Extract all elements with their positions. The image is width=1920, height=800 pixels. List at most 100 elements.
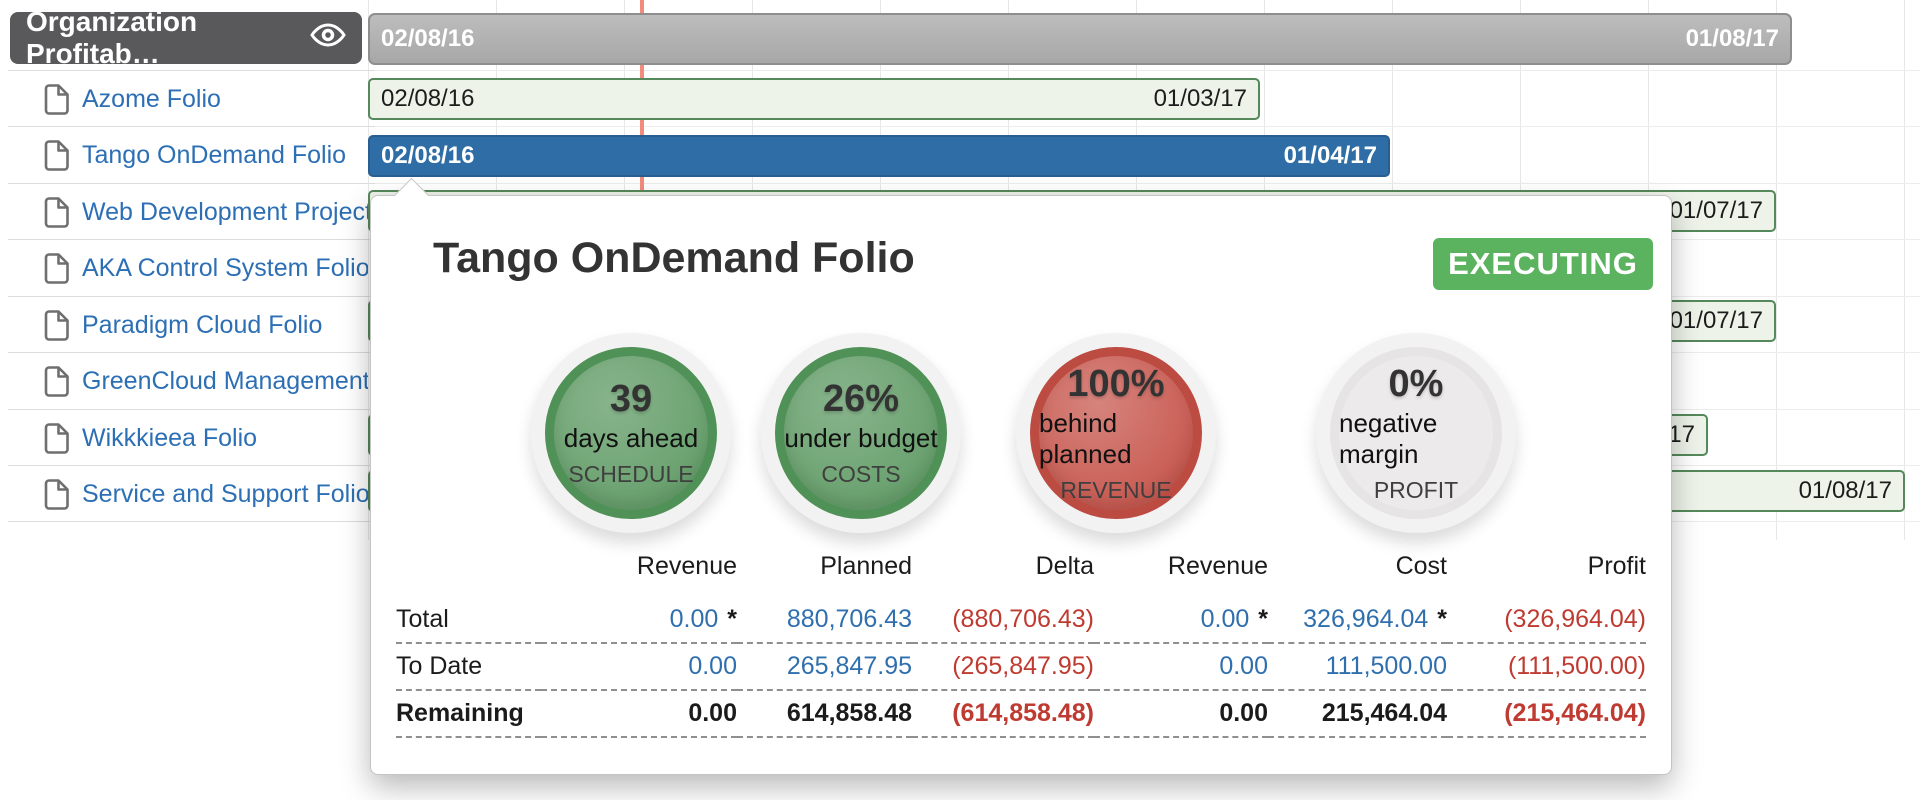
sidebar-row-separator (8, 239, 375, 240)
gauge-schedule-caption: days ahead (564, 423, 698, 454)
document-icon (22, 140, 69, 171)
month-gridline (1904, 0, 1905, 540)
total-cost[interactable]: 326,964.04 (1303, 605, 1428, 633)
sidebar-row-separator (8, 183, 375, 184)
col-header-revenue2: Revenue (1094, 552, 1268, 597)
bar-start-date: 02/08/16 (381, 85, 474, 113)
total-planned[interactable]: 880,706.43 (787, 605, 912, 633)
sidebar-item-label: AKA Control System Folio (82, 254, 368, 283)
sidebar-row-separator (8, 409, 375, 410)
eye-icon[interactable] (310, 22, 346, 55)
sidebar-row-separator (8, 465, 375, 466)
gauge-profit: 0% negative margin PROFIT (1316, 333, 1516, 533)
gauge-revenue-caption: behind planned (1039, 408, 1193, 470)
sidebar-row-separator (8, 296, 375, 297)
sidebar-item-azome-folio[interactable]: Azome Folio (0, 71, 368, 127)
gauge-revenue-metric: REVENUE (1060, 477, 1171, 504)
sidebar-row-separator (8, 352, 375, 353)
todate-planned[interactable]: 265,847.95 (787, 652, 912, 680)
remaining-profit: (215,464.04) (1504, 699, 1646, 727)
sidebar-item-paradigm-cloud-folio[interactable]: Paradigm Cloud Folio (0, 297, 368, 353)
table-row-remaining: Remaining 0.00 614,858.48 (614,858.48) 0… (396, 690, 1646, 737)
gantt-bar-tango-ondemand-folio-selected[interactable]: 02/08/16 01/04/17 (368, 135, 1390, 177)
portfolio-header-label: Organization Profitab… (26, 6, 310, 70)
gantt-bar-azome-folio[interactable]: 02/08/16 01/03/17 (368, 78, 1260, 120)
sidebar-item-label: Service and Support Folio (82, 480, 368, 509)
timeline-summary-bar[interactable]: 02/08/16 01/08/17 (368, 13, 1792, 65)
gauge-costs-caption: under budget (784, 423, 937, 454)
col-header-delta: Delta (912, 552, 1094, 597)
gauge-costs: 26% under budget COSTS (761, 333, 961, 533)
document-icon (22, 479, 69, 510)
total-profit: (326,964.04) (1504, 605, 1646, 633)
sidebar-item-label: Azome Folio (82, 85, 221, 114)
todate-profit: (111,500.00) (1508, 652, 1646, 680)
col-header-planned: Planned (737, 552, 912, 597)
chart-row-separator (368, 126, 1920, 127)
total-revenue2[interactable]: 0.00 (1201, 605, 1250, 633)
bar-start-date: 02/08/16 (381, 142, 474, 170)
bar-end-date: 01/07/17 (1670, 307, 1763, 335)
sidebar-item-label: Paradigm Cloud Folio (82, 311, 322, 340)
todate-cost[interactable]: 111,500.00 (1326, 652, 1447, 680)
document-icon (22, 310, 69, 341)
sidebar-row-separator (8, 521, 375, 522)
gauge-revenue: 100% behind planned REVENUE (1016, 333, 1216, 533)
status-badge: EXECUTING (1433, 238, 1653, 290)
sidebar-item-label: GreenCloud Management … (82, 367, 368, 396)
asterisk-marker: * (1437, 605, 1447, 633)
asterisk-marker: * (1258, 605, 1268, 633)
project-list-sidebar: Organization Profitab… Azome Folio Tango … (0, 0, 368, 800)
financials-table: Revenue Planned Delta Revenue Cost Profi… (396, 552, 1646, 738)
gauge-profit-value: 0% (1389, 363, 1444, 406)
document-icon (22, 84, 69, 115)
gauge-schedule: 39 days ahead SCHEDULE (531, 333, 731, 533)
sidebar-item-label: Tango OnDemand Folio (82, 141, 346, 170)
sidebar-row-separator (8, 126, 375, 127)
gauge-schedule-value: 39 (610, 378, 652, 421)
portfolio-header[interactable]: Organization Profitab… (10, 12, 362, 64)
col-header-cost: Cost (1268, 552, 1447, 597)
sidebar-item-greencloud-management[interactable]: GreenCloud Management … (0, 354, 368, 410)
gauge-profit-caption: negative margin (1339, 408, 1493, 470)
gantt-portfolio-view: 02/08/16 01/08/17 02/08/16 01/03/17 02/0… (0, 0, 1920, 800)
todate-revenue[interactable]: 0.00 (688, 652, 737, 680)
table-row-total: Total 0.00 * 880,706.43 (880,706.43) 0.00… (396, 597, 1646, 643)
sidebar-item-web-development-projects[interactable]: Web Development Projects (0, 184, 368, 240)
total-revenue[interactable]: 0.00 (670, 605, 719, 633)
document-icon (22, 197, 69, 228)
chart-row-separator (368, 70, 1920, 71)
sidebar-item-tango-ondemand-folio[interactable]: Tango OnDemand Folio (0, 128, 368, 184)
remaining-revenue2: 0.00 (1219, 699, 1268, 727)
total-delta: (880,706.43) (952, 605, 1094, 633)
financials-header-row: Revenue Planned Delta Revenue Cost Profi… (396, 552, 1646, 597)
sidebar-item-label: Web Development Projects (82, 198, 368, 227)
col-header-revenue: Revenue (541, 552, 737, 597)
gauge-costs-metric: COSTS (821, 461, 900, 488)
timeline-start-date: 02/08/16 (381, 25, 474, 53)
table-row-to-date: To Date 0.00 265,847.95 (265,847.95) 0.0… (396, 643, 1646, 690)
month-gridline (1776, 0, 1777, 540)
bar-end-date: 01/08/17 (1799, 477, 1892, 505)
todate-revenue2[interactable]: 0.00 (1219, 652, 1268, 680)
bar-end-date: 01/04/17 (1284, 142, 1377, 170)
remaining-cost: 215,464.04 (1322, 699, 1447, 727)
document-icon (22, 253, 69, 284)
chart-row-separator (368, 183, 1920, 184)
row-label: Remaining (396, 690, 541, 737)
gauge-costs-value: 26% (823, 378, 899, 421)
document-icon (22, 366, 69, 397)
remaining-revenue: 0.00 (688, 699, 737, 727)
row-label: To Date (396, 643, 541, 690)
row-label: Total (396, 597, 541, 643)
document-icon (22, 423, 69, 454)
bar-end-date: 01/03/17 (1154, 85, 1247, 113)
asterisk-marker: * (727, 605, 737, 633)
popup-title: Tango OnDemand Folio (433, 234, 915, 283)
sidebar-item-wikkkieea-folio[interactable]: Wikkkieea Folio (0, 410, 368, 466)
gauge-revenue-value: 100% (1067, 363, 1164, 406)
sidebar-item-aka-control-system-folio[interactable]: AKA Control System Folio (0, 241, 368, 297)
sidebar-item-service-and-support-folio[interactable]: Service and Support Folio (0, 467, 368, 523)
col-header-profit: Profit (1447, 552, 1646, 597)
folio-details-popup: Tango OnDemand Folio EXECUTING 39 days a… (370, 195, 1672, 775)
